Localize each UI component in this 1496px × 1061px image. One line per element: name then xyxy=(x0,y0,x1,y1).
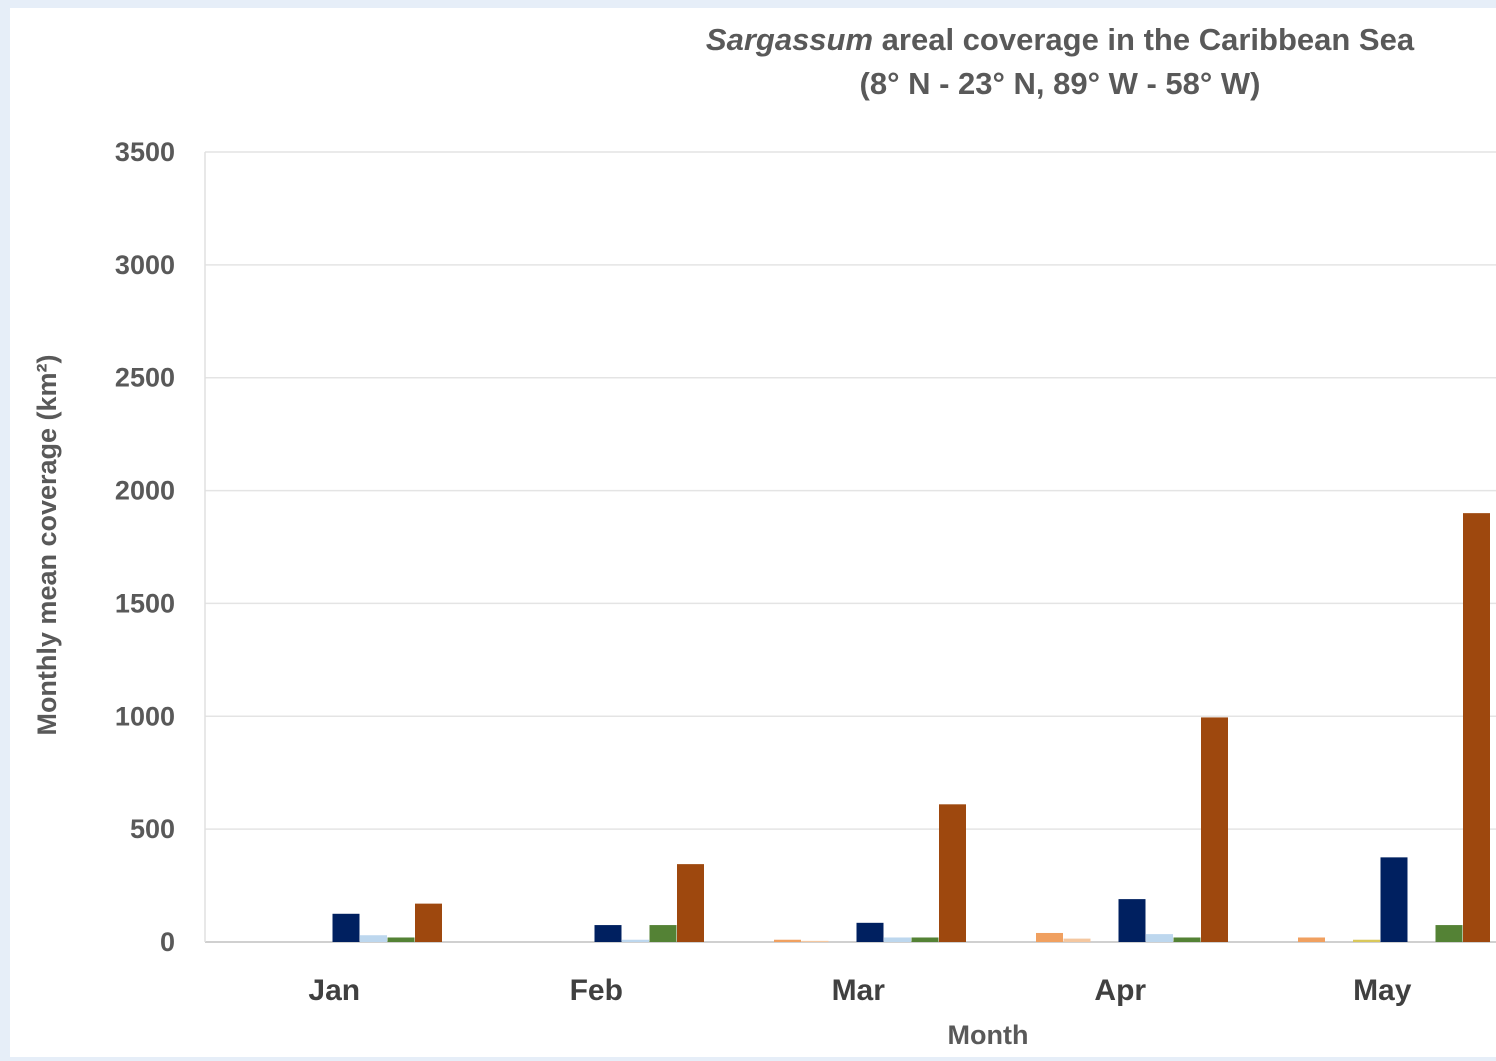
bar xyxy=(360,935,387,942)
bar xyxy=(594,925,622,942)
chart-title: Sargassum areal coverage in the Caribbea… xyxy=(560,18,1496,106)
bar xyxy=(856,922,884,942)
bar xyxy=(1118,899,1146,942)
chart-title-rest: areal coverage in the Caribbean Sea xyxy=(873,22,1415,57)
y-tick-label: 3500 xyxy=(115,137,175,167)
bar xyxy=(387,937,415,942)
bar xyxy=(1036,932,1063,942)
y-tick-label: 500 xyxy=(130,814,175,844)
chart-title-line: Sargassum areal coverage in the Caribbea… xyxy=(560,18,1496,62)
bar xyxy=(1380,857,1408,942)
bar xyxy=(1298,937,1325,942)
bar xyxy=(939,804,966,942)
x-tick-label: May xyxy=(1353,974,1412,1007)
chart-subtitle: (8° N - 23° N, 89° W - 58° W) xyxy=(859,66,1261,101)
x-tick-label: Feb xyxy=(570,974,623,1007)
bar xyxy=(1146,934,1173,942)
bar xyxy=(649,925,677,942)
y-axis-title: Monthly mean coverage (km²) xyxy=(32,354,62,735)
bar xyxy=(1463,513,1490,942)
bar xyxy=(774,939,801,942)
y-tick-label: 0 xyxy=(160,927,175,957)
x-tick-label: Jan xyxy=(308,974,360,1007)
x-tick-label: Mar xyxy=(832,974,886,1007)
bar xyxy=(801,940,829,942)
bar xyxy=(1173,937,1201,942)
x-axis-title: Month xyxy=(948,1020,1029,1050)
bar xyxy=(677,864,704,942)
chart-title-italic: Sargassum xyxy=(705,22,874,57)
bar xyxy=(622,939,649,942)
bar xyxy=(884,937,911,942)
x-tick-label: Apr xyxy=(1094,974,1146,1007)
bar xyxy=(911,937,939,942)
y-tick-label: 3000 xyxy=(115,250,175,280)
y-tick-label: 2500 xyxy=(115,363,175,393)
y-tick-label: 1500 xyxy=(115,588,175,618)
y-tick-label: 1000 xyxy=(115,701,175,731)
y-tick-label: 2000 xyxy=(115,476,175,506)
bar xyxy=(1435,925,1463,942)
bar xyxy=(415,903,442,942)
bar xyxy=(1063,938,1091,942)
bar xyxy=(1353,939,1380,942)
bar xyxy=(332,913,360,942)
bar xyxy=(1201,717,1228,942)
